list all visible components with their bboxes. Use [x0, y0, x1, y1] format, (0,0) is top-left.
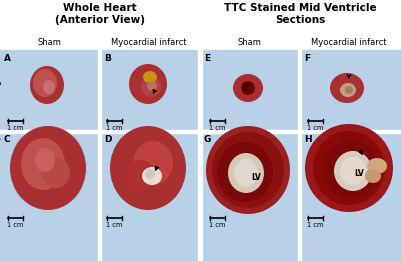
Text: 1 cm: 1 cm [7, 222, 24, 228]
Ellipse shape [340, 83, 356, 97]
Ellipse shape [143, 71, 157, 83]
Text: Sham: Sham [37, 38, 61, 47]
Ellipse shape [367, 158, 387, 174]
Ellipse shape [206, 126, 290, 214]
Text: F: F [304, 54, 310, 63]
Bar [298, 50, 301, 261]
Ellipse shape [30, 66, 64, 104]
Text: 1 cm: 1 cm [106, 222, 123, 228]
Ellipse shape [42, 158, 70, 188]
Ellipse shape [323, 141, 379, 199]
Ellipse shape [43, 80, 55, 94]
Text: G: G [204, 135, 211, 144]
Ellipse shape [145, 169, 155, 179]
Ellipse shape [33, 69, 57, 97]
Text: 1 cm: 1 cm [307, 125, 324, 131]
Ellipse shape [365, 169, 381, 183]
Text: 6 month old sheep: 6 month old sheep [0, 134, 2, 206]
Ellipse shape [217, 142, 273, 202]
Ellipse shape [234, 159, 258, 187]
Bar [200, 50, 401, 261]
Ellipse shape [35, 148, 55, 172]
Ellipse shape [21, 138, 65, 190]
Bar [0, 50, 200, 261]
Text: 1 cm: 1 cm [209, 125, 226, 131]
Text: TTC Stained Mid Ventricle
Sections: TTC Stained Mid Ventricle Sections [224, 3, 376, 25]
Text: A: A [4, 54, 11, 63]
Ellipse shape [305, 124, 393, 212]
Text: 1 cm: 1 cm [209, 222, 226, 228]
Text: E: E [204, 54, 210, 63]
Ellipse shape [340, 157, 366, 185]
Text: Myocardial infarct: Myocardial infarct [311, 38, 387, 47]
Text: B: B [104, 54, 111, 63]
Ellipse shape [212, 132, 284, 208]
Text: 1 cm: 1 cm [7, 125, 24, 131]
Ellipse shape [228, 153, 264, 193]
Ellipse shape [142, 167, 162, 185]
Text: LV: LV [251, 174, 261, 182]
Ellipse shape [10, 126, 86, 210]
Ellipse shape [141, 77, 161, 97]
Ellipse shape [313, 131, 385, 205]
Bar [0, 130, 401, 133]
Ellipse shape [330, 73, 364, 103]
Bar [198, 50, 202, 261]
Ellipse shape [233, 74, 263, 102]
Text: Whole Heart
(Anterior View): Whole Heart (Anterior View) [55, 3, 145, 25]
Text: C: C [4, 135, 10, 144]
Ellipse shape [133, 141, 173, 185]
Ellipse shape [129, 64, 167, 104]
Text: Sham: Sham [237, 38, 261, 47]
Text: Myocardial infarct: Myocardial infarct [111, 38, 187, 47]
Text: 1 cm: 1 cm [307, 222, 324, 228]
Bar [98, 50, 101, 261]
Ellipse shape [334, 151, 372, 191]
Text: Fetus 105 d gestation: Fetus 105 d gestation [0, 48, 2, 132]
Ellipse shape [345, 86, 353, 94]
Ellipse shape [243, 83, 249, 91]
Ellipse shape [147, 81, 157, 91]
Text: H: H [304, 135, 312, 144]
Ellipse shape [241, 81, 255, 95]
Text: 1 cm: 1 cm [106, 125, 123, 131]
Ellipse shape [125, 160, 155, 192]
Text: D: D [104, 135, 111, 144]
Ellipse shape [110, 126, 186, 210]
Text: LV: LV [354, 169, 364, 177]
